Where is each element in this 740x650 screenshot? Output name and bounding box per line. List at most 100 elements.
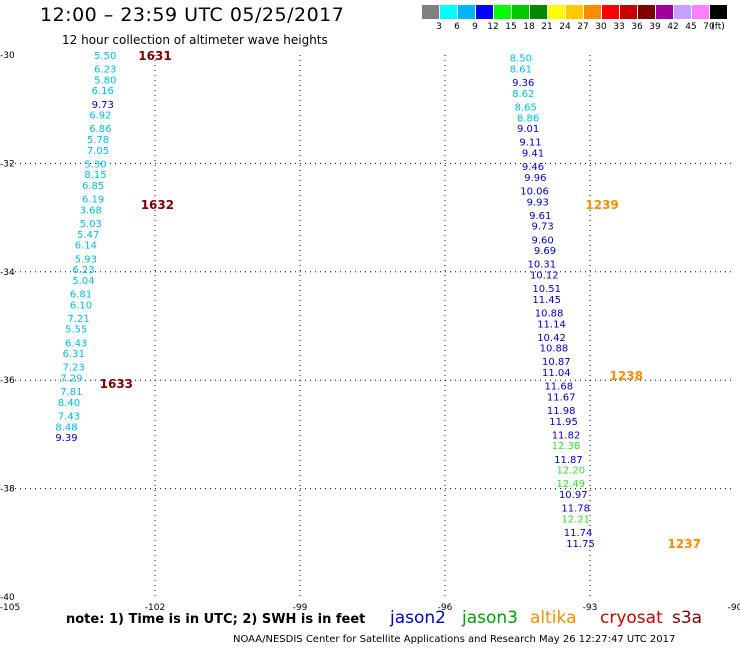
chart-title: 12:00 – 23:59 UTC 05/25/2017 bbox=[40, 4, 345, 26]
wave-height-point: 6.23 bbox=[72, 265, 94, 276]
wave-height-point: 8.48 bbox=[55, 422, 77, 433]
color-swatch bbox=[548, 5, 565, 19]
wave-height-point: 9.96 bbox=[524, 173, 546, 184]
color-swatch bbox=[620, 5, 637, 19]
color-swatch bbox=[422, 5, 439, 19]
wave-height-point: 9.73 bbox=[92, 100, 114, 111]
wave-height-point: 9.39 bbox=[55, 433, 77, 444]
y-tick-label: -38 bbox=[0, 485, 15, 495]
y-tick-label: -40 bbox=[0, 593, 15, 603]
x-tick-label: -99 bbox=[293, 603, 308, 613]
color-swatch bbox=[458, 5, 475, 19]
wave-height-point: 3.68 bbox=[80, 205, 102, 216]
color-scale-label: 24 bbox=[559, 22, 571, 32]
color-scale-label: 9 bbox=[472, 22, 478, 32]
color-scale-label: 12 bbox=[487, 22, 499, 32]
color-scale-label: (ft) bbox=[711, 22, 725, 32]
wave-height-point: 11.45 bbox=[532, 295, 561, 306]
wave-height-point: 6.81 bbox=[70, 289, 92, 300]
wave-height-point: 9.11 bbox=[519, 138, 541, 149]
color-swatch bbox=[476, 5, 493, 19]
wave-height-point: 6.85 bbox=[82, 181, 104, 192]
x-tick-label: -96 bbox=[438, 603, 453, 613]
wave-height-point: 11.98 bbox=[547, 406, 576, 417]
time-label: 1632 bbox=[141, 198, 174, 212]
wave-height-point: 6.19 bbox=[82, 195, 104, 206]
wave-height-point: 5.30 bbox=[84, 159, 106, 170]
color-swatch bbox=[584, 5, 601, 19]
wave-height-point: 11.04 bbox=[542, 368, 571, 379]
time-label: 1239 bbox=[585, 198, 618, 212]
units-note: note: 1) Time is in UTC; 2) SWH is in fe… bbox=[66, 612, 366, 627]
wave-height-point: 11.67 bbox=[547, 392, 576, 403]
x-tick-label: -93 bbox=[583, 603, 598, 613]
color-scale-label: 39 bbox=[649, 22, 661, 32]
wave-height-point: 10.51 bbox=[532, 284, 561, 295]
color-scale-label: 18 bbox=[523, 22, 535, 32]
color-swatch bbox=[494, 5, 511, 19]
color-scale-label: 45 bbox=[685, 22, 697, 32]
wave-height-point: 6.16 bbox=[92, 86, 114, 97]
wave-height-point: 10.88 bbox=[535, 308, 564, 319]
wave-height-point: 8.65 bbox=[515, 102, 537, 113]
satellite-legend-jason2: jason2 bbox=[390, 608, 446, 628]
wave-height-point: 12.38 bbox=[552, 441, 581, 452]
wave-height-point: 10.97 bbox=[559, 490, 588, 501]
wave-height-point: 7.29 bbox=[60, 373, 82, 384]
color-scale-label: 3 bbox=[436, 22, 442, 32]
wave-height-point: 5.78 bbox=[87, 135, 109, 146]
wave-height-point: 9.60 bbox=[531, 235, 553, 246]
color-swatch bbox=[566, 5, 583, 19]
wave-height-point: 6.10 bbox=[70, 300, 92, 311]
satellite-legend-jason3: jason3 bbox=[462, 608, 518, 628]
wave-height-point: 11.68 bbox=[544, 382, 573, 393]
wave-height-point: 11.78 bbox=[561, 504, 590, 515]
color-scale-label: 33 bbox=[613, 22, 625, 32]
wave-height-point: 7.21 bbox=[67, 314, 89, 325]
wave-height-point: 5.50 bbox=[94, 51, 116, 62]
wave-height-point: 8.40 bbox=[58, 398, 80, 409]
wave-height-point: 11.75 bbox=[566, 539, 595, 550]
color-swatch bbox=[512, 5, 529, 19]
wave-height-point: 5.55 bbox=[65, 325, 87, 336]
time-label: 1238 bbox=[610, 369, 643, 383]
wave-height-point: 6.23 bbox=[94, 65, 116, 76]
wave-height-point: 11.74 bbox=[564, 528, 593, 539]
wave-height-point: 9.93 bbox=[527, 197, 549, 208]
wave-height-point: 9.61 bbox=[529, 211, 551, 222]
color-swatch bbox=[638, 5, 655, 19]
wave-height-point: 5.93 bbox=[75, 254, 97, 265]
wave-height-point: 5.03 bbox=[80, 219, 102, 230]
wave-height-point: 6.31 bbox=[63, 349, 85, 360]
wave-height-point: 10.87 bbox=[542, 357, 571, 368]
wave-height-point: 6.92 bbox=[89, 111, 111, 122]
wave-height-point: 8.61 bbox=[510, 65, 532, 76]
satellite-legend-altika: altika bbox=[530, 608, 577, 628]
wave-height-point: 10.31 bbox=[528, 260, 557, 271]
wave-height-point: 9.46 bbox=[522, 162, 544, 173]
color-scale-label: 70 bbox=[703, 22, 715, 32]
wave-height-point: 8.15 bbox=[84, 170, 106, 181]
wave-height-point: 8.62 bbox=[512, 89, 534, 100]
wave-height-point: 7.43 bbox=[58, 411, 80, 422]
time-label: 1237 bbox=[668, 537, 701, 551]
y-tick-label: -34 bbox=[0, 268, 15, 278]
wave-height-point: 10.06 bbox=[520, 187, 549, 198]
color-scale-label: 36 bbox=[631, 22, 643, 32]
color-swatch bbox=[674, 5, 691, 19]
wave-height-point: 10.12 bbox=[530, 271, 559, 282]
wave-height-point: 9.73 bbox=[531, 222, 553, 233]
wave-height-point: 9.01 bbox=[517, 124, 539, 135]
credit-footer: NOAA/NESDIS Center for Satellite Applica… bbox=[233, 634, 676, 645]
wave-height-point: 5.04 bbox=[72, 276, 94, 287]
color-swatch bbox=[710, 5, 727, 19]
wave-height-point: 7.81 bbox=[60, 387, 82, 398]
satellite-legend-s3a: s3a bbox=[672, 608, 703, 628]
color-swatch bbox=[656, 5, 673, 19]
wave-height-point: 11.95 bbox=[549, 417, 578, 428]
wave-height-point: 8.50 bbox=[510, 54, 532, 65]
wave-height-point: 6.43 bbox=[65, 338, 87, 349]
wave-height-point: 9.69 bbox=[534, 246, 556, 257]
wave-height-point: 12.20 bbox=[557, 466, 586, 477]
